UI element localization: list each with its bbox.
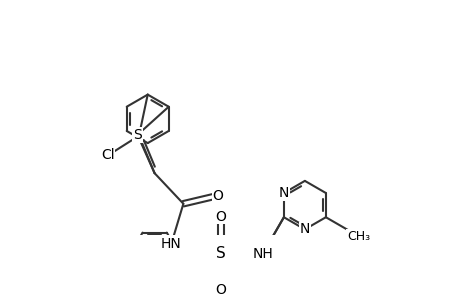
- Text: N: N: [278, 186, 288, 200]
- Text: CH₃: CH₃: [346, 230, 369, 243]
- Text: O: O: [215, 210, 226, 224]
- Text: Cl: Cl: [101, 148, 114, 163]
- Text: N: N: [299, 222, 309, 236]
- Text: O: O: [212, 188, 223, 203]
- Text: HN: HN: [161, 237, 181, 251]
- Text: S: S: [133, 128, 141, 142]
- Text: O: O: [215, 284, 226, 298]
- Text: S: S: [216, 246, 225, 261]
- Text: NH: NH: [252, 247, 273, 261]
